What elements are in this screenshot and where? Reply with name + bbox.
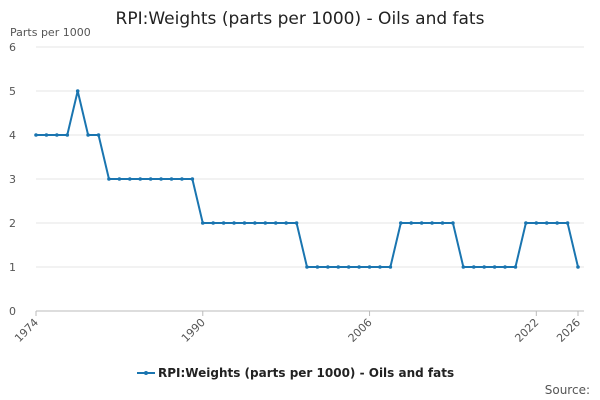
- point: [388, 265, 393, 269]
- point: [263, 221, 268, 225]
- point: [128, 177, 132, 181]
- source: Source:: [545, 383, 590, 397]
- y-axis-label: Parts per 1000: [10, 26, 91, 39]
- x-tick-label: 2006: [346, 316, 375, 345]
- point: [180, 177, 184, 181]
- point: [117, 177, 122, 181]
- y-tick-label: 2: [9, 217, 16, 230]
- point: [65, 133, 70, 137]
- point: [284, 221, 288, 225]
- point: [294, 221, 299, 225]
- x-tick-label: 1990: [179, 316, 208, 345]
- x-tick-label: 2022: [512, 316, 541, 345]
- point: [44, 133, 49, 137]
- point: [305, 265, 309, 269]
- point: [346, 265, 351, 269]
- point: [576, 265, 580, 269]
- point: [555, 221, 559, 225]
- point: [357, 265, 361, 269]
- point: [107, 177, 111, 181]
- point: [75, 89, 80, 93]
- point: [211, 221, 215, 225]
- y-tick-label: 3: [9, 173, 16, 186]
- legend-label: RPI:Weights (parts per 1000) - Oils and …: [158, 366, 454, 380]
- point: [524, 221, 528, 225]
- point: [148, 177, 153, 181]
- point: [190, 177, 195, 181]
- point: [430, 221, 434, 225]
- point: [461, 265, 466, 269]
- point: [159, 177, 163, 181]
- point: [399, 221, 403, 225]
- y-tick-label: 4: [9, 129, 16, 142]
- y-tick-label: 6: [9, 41, 16, 54]
- point: [253, 221, 257, 225]
- point: [138, 177, 143, 181]
- point: [482, 265, 486, 269]
- point: [544, 221, 549, 225]
- point: [367, 265, 372, 269]
- y-tick-label: 5: [9, 85, 16, 98]
- x-tick-label: 1974: [12, 316, 41, 345]
- point: [55, 133, 59, 137]
- point: [326, 265, 330, 269]
- y-tick-label: 0: [9, 305, 16, 318]
- point: [451, 221, 455, 225]
- point: [565, 221, 570, 225]
- point: [315, 265, 320, 269]
- y-tick-label: 1: [9, 261, 16, 274]
- point: [232, 221, 236, 225]
- x-tick-label: 2026: [554, 316, 583, 345]
- point: [440, 221, 445, 225]
- point: [34, 133, 38, 137]
- point: [169, 177, 174, 181]
- chart-title: RPI:Weights (parts per 1000) - Oils and …: [116, 9, 485, 29]
- point: [273, 221, 278, 225]
- point: [471, 265, 476, 269]
- point: [534, 221, 539, 225]
- point: [419, 221, 424, 225]
- point: [378, 265, 382, 269]
- point: [503, 265, 507, 269]
- point: [513, 265, 518, 269]
- point: [96, 133, 101, 137]
- legend-marker: [144, 371, 148, 375]
- point: [409, 221, 414, 225]
- point: [86, 133, 90, 137]
- point: [492, 265, 497, 269]
- point: [242, 221, 247, 225]
- point: [336, 265, 341, 269]
- point: [200, 221, 205, 225]
- point: [221, 221, 226, 225]
